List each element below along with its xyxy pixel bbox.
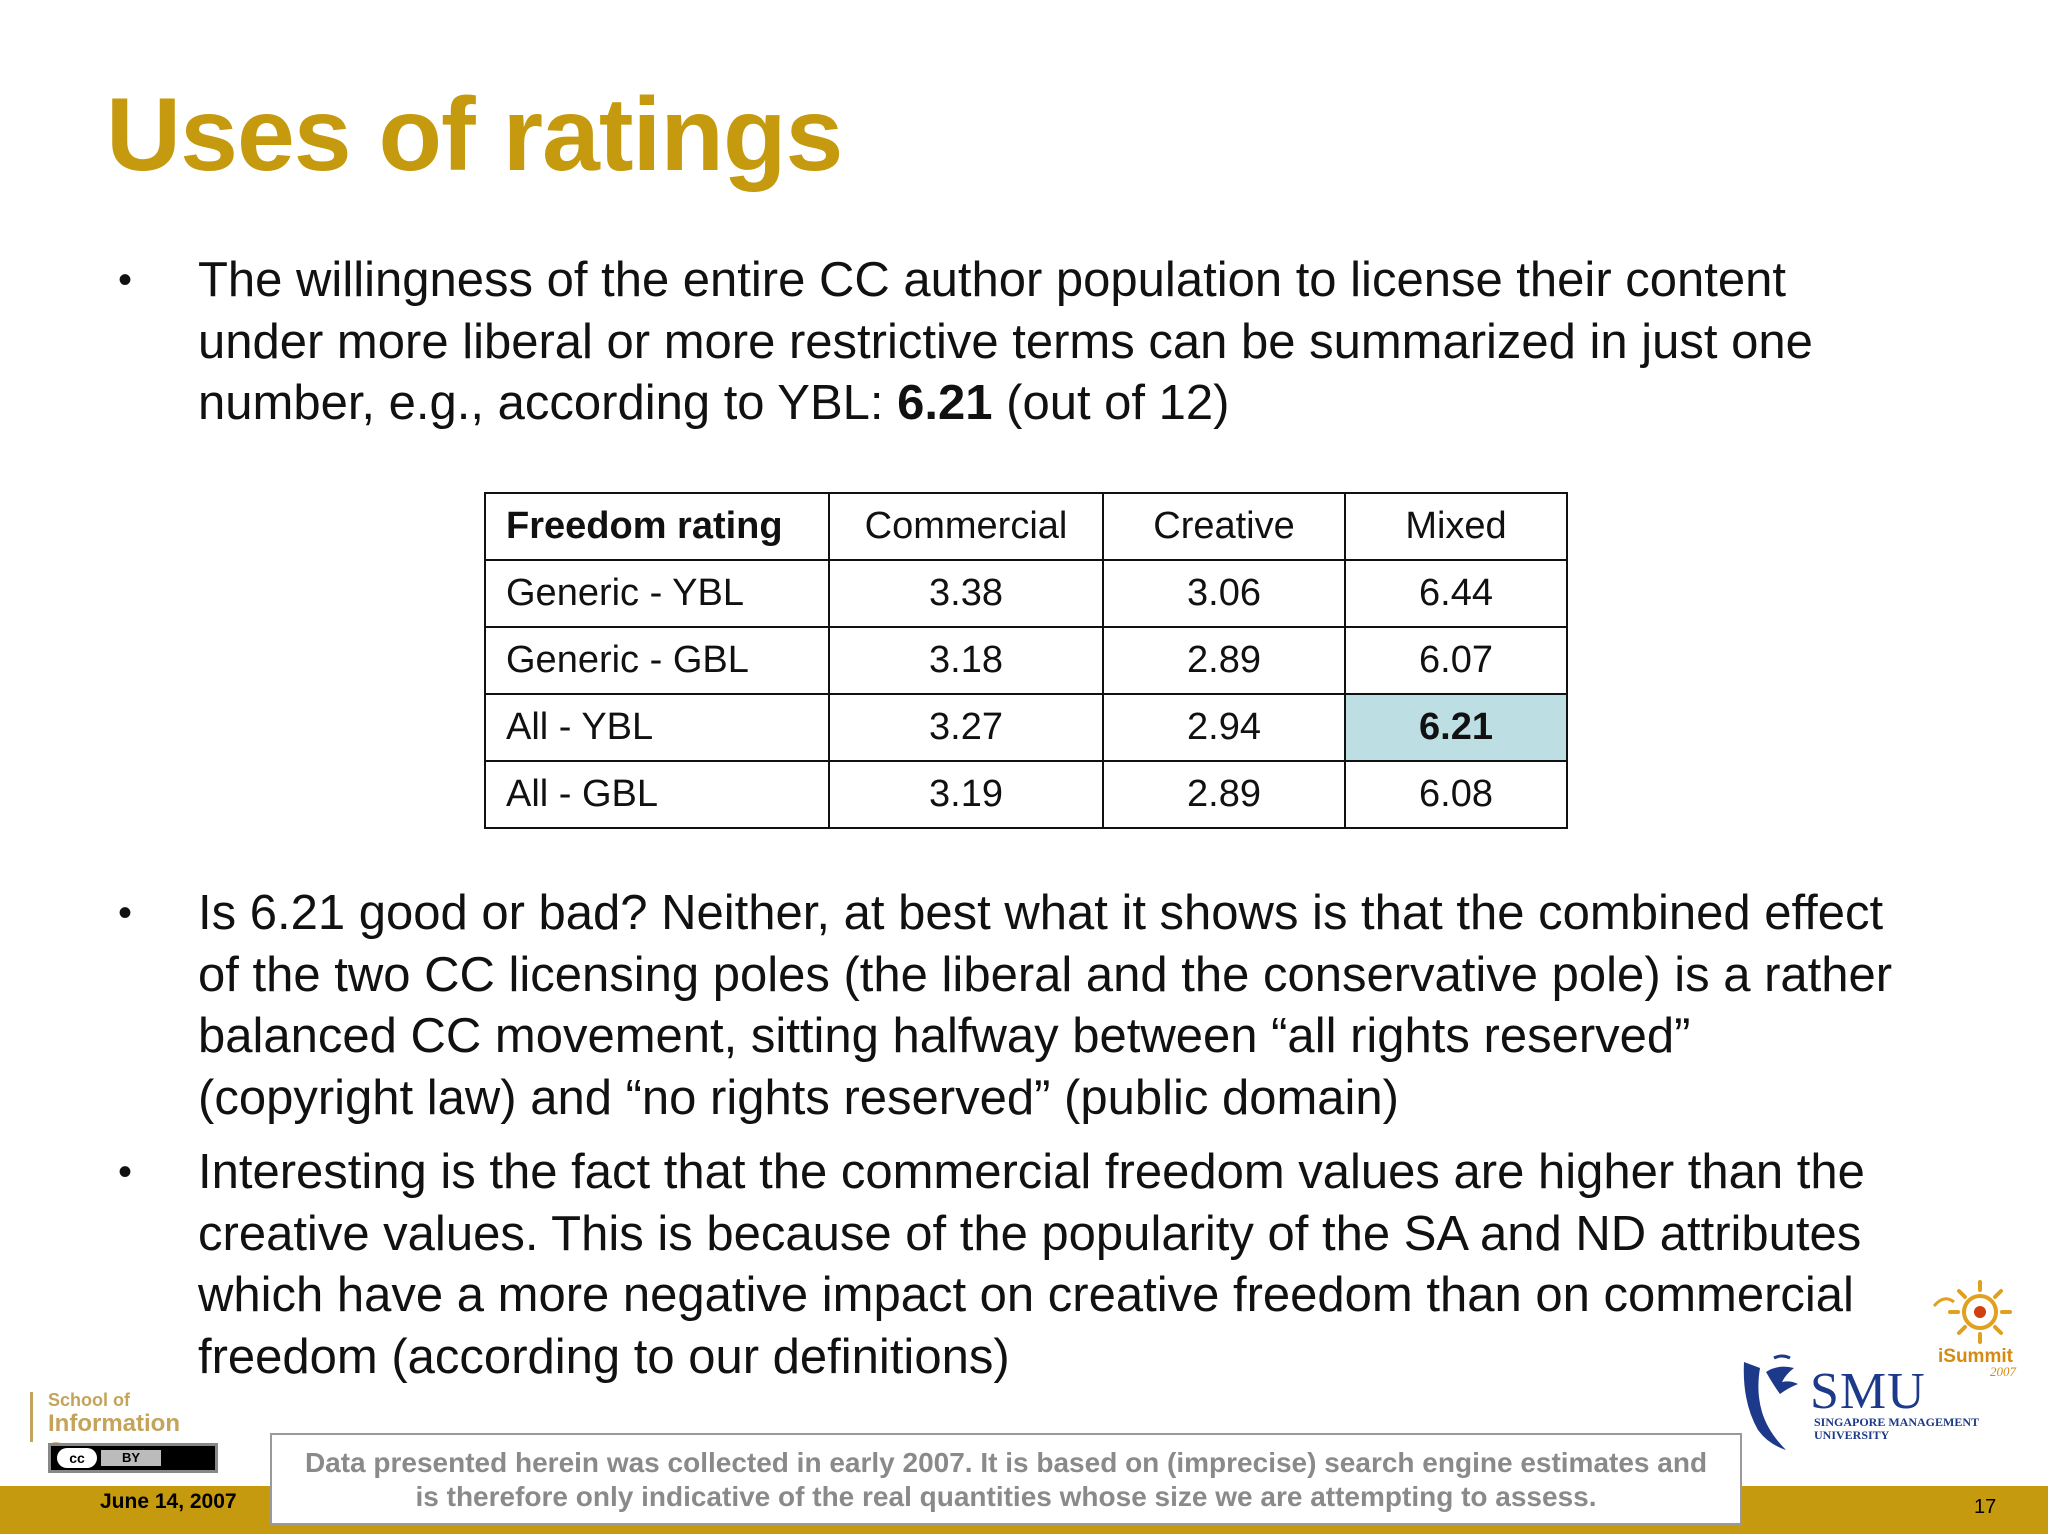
smu-wordmark: SMU	[1810, 1363, 1926, 1420]
table-cell: 3.38	[828, 559, 1104, 628]
table-cell: 6.07	[1344, 626, 1568, 695]
by-label: BY	[101, 1450, 161, 1466]
table-cell: 2.89	[1102, 626, 1346, 695]
isummit-wordmark: iSummit	[1938, 1346, 2013, 1367]
footer-date: June 14, 2007	[100, 1490, 237, 1513]
table-row: All - YBL 3.27 2.94 6.21	[484, 693, 1568, 762]
school-logo-line1: School of	[48, 1390, 130, 1410]
bullet-1-value: 6.21	[897, 376, 993, 430]
bullet-1-text-before: The willingness of the entire CC author …	[198, 253, 1813, 430]
table-cell: 3.19	[828, 760, 1104, 829]
bullet-3-text: Interesting is the fact that the commerc…	[198, 1145, 1865, 1384]
table-cell: All - GBL	[484, 760, 830, 829]
school-logo-bar	[30, 1392, 33, 1442]
table-header-cell: Creative	[1102, 492, 1346, 561]
smu-logo: SMU SINGAPORE MANAGEMENT UNIVERSITY	[1738, 1352, 1996, 1452]
disclaimer-line-2: is therefore only indicative of the real…	[415, 1481, 1597, 1512]
table-cell: All - YBL	[484, 693, 830, 762]
highlighted-cell: 6.21	[1344, 693, 1568, 762]
isummit-year: 2007	[1990, 1364, 2016, 1379]
smu-subtitle-line-2: UNIVERSITY	[1814, 1428, 1890, 1442]
table-cell: 3.27	[828, 693, 1104, 762]
table-header-row: Freedom rating Commercial Creative Mixed	[484, 492, 1568, 561]
isummit-logo: iSummit 2007	[1930, 1276, 2022, 1379]
bullet-1-text-after: (out of 12)	[992, 376, 1230, 430]
table-cell: 2.94	[1102, 693, 1346, 762]
table-row: All - GBL 3.19 2.89 6.08	[484, 760, 1568, 829]
data-disclaimer: Data presented herein was collected in e…	[270, 1433, 1742, 1525]
table-cell: 3.18	[828, 626, 1104, 695]
bullet-marker: •	[118, 258, 133, 302]
smu-subtitle-line-1: SINGAPORE MANAGEMENT	[1814, 1415, 1980, 1429]
page-number: 17	[1974, 1496, 1997, 1518]
table-cell: 6.08	[1344, 760, 1568, 829]
table-cell: 6.44	[1344, 559, 1568, 628]
bullet-1-text: The willingness of the entire CC author …	[198, 250, 1918, 435]
table-header-cell: Mixed	[1344, 492, 1568, 561]
table-cell: 2.89	[1102, 760, 1346, 829]
table-cell: Generic - GBL	[484, 626, 830, 695]
table-cell: Generic - YBL	[484, 559, 830, 628]
table-cell: 3.06	[1102, 559, 1346, 628]
isummit-sun-icon	[1932, 1280, 2012, 1344]
table-header-cell: Freedom rating	[484, 492, 830, 561]
freedom-rating-table: Freedom rating Commercial Creative Mixed…	[484, 492, 1568, 829]
bullet-marker: •	[118, 891, 133, 935]
cc-by-license-icon: cc BY	[48, 1443, 218, 1473]
smu-subtitle: SINGAPORE MANAGEMENT UNIVERSITY	[1814, 1416, 1994, 1442]
table-row: Generic - YBL 3.38 3.06 6.44	[484, 559, 1568, 628]
disclaimer-line-1: Data presented herein was collected in e…	[304, 1447, 1708, 1478]
bullet-2-text: Is 6.21 good or bad? Neither, at best wh…	[198, 886, 1893, 1125]
bullet-marker: •	[118, 1150, 133, 1194]
slide-title: Uses of ratings	[106, 77, 843, 193]
smu-crest-icon	[1743, 1354, 1798, 1450]
cc-icon: cc	[57, 1448, 97, 1468]
table-row: Generic - GBL 3.18 2.89 6.07	[484, 626, 1568, 695]
table-header-cell: Commercial	[828, 492, 1104, 561]
